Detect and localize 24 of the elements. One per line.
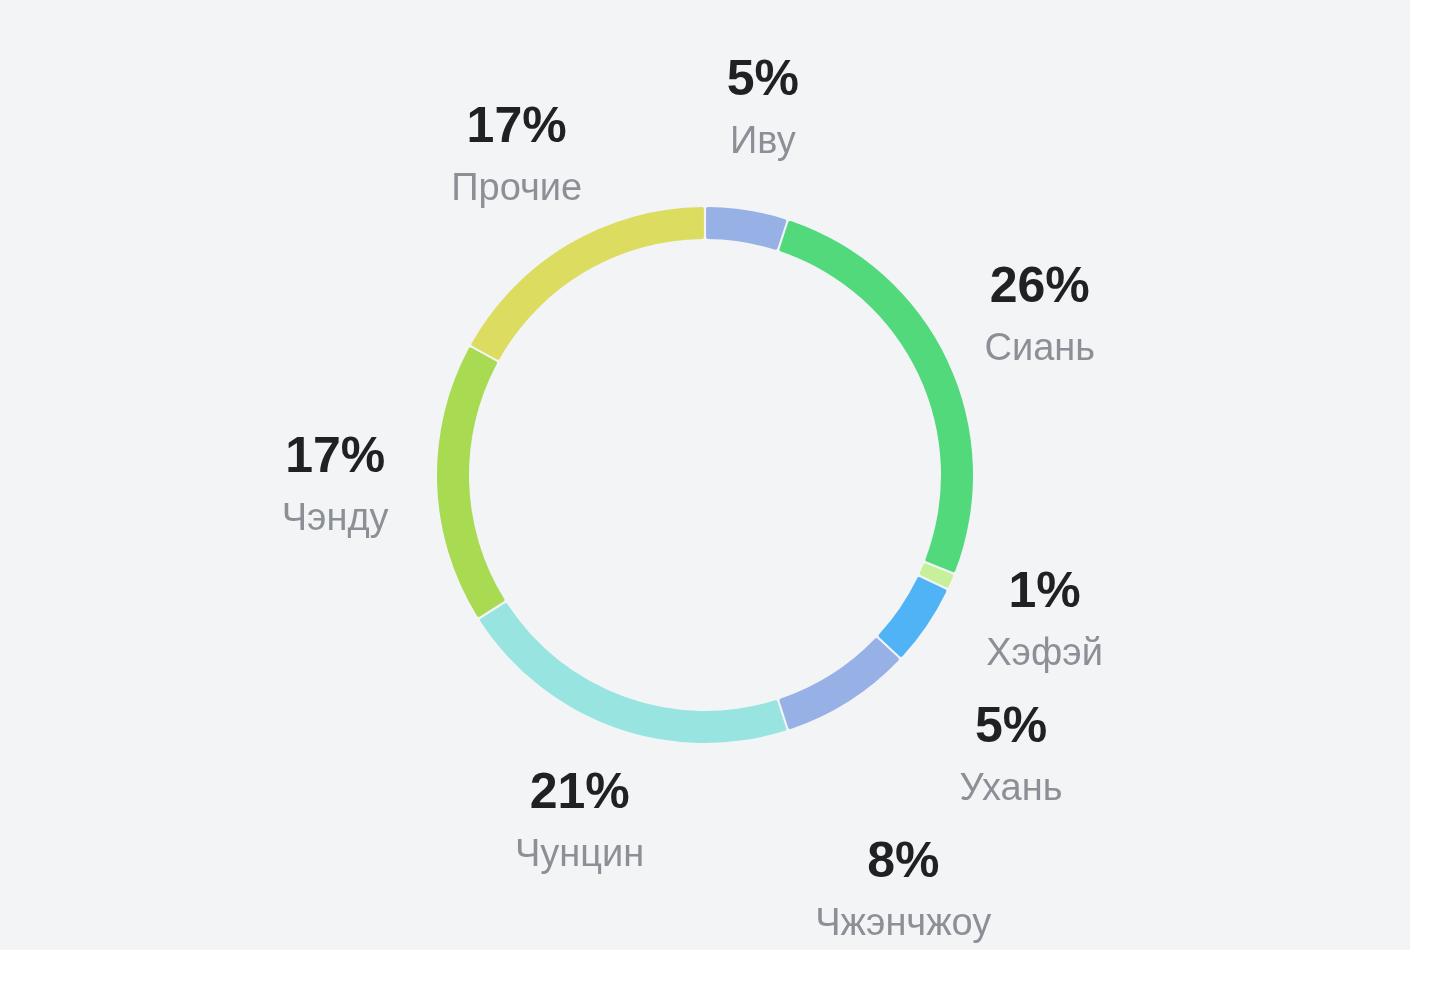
data-label: 17% <box>285 426 386 483</box>
slice-label: Чэнду <box>281 495 389 538</box>
donut-slice <box>878 577 947 657</box>
data-label: 17% <box>466 96 567 153</box>
donut-slice <box>706 207 787 250</box>
data-label: 26% <box>989 257 1090 314</box>
data-label: 8% <box>867 831 940 888</box>
slice-label: Чунцин <box>515 832 645 875</box>
slice-label: Ухань <box>959 765 1063 808</box>
data-label: 21% <box>529 763 630 820</box>
slice-label: Хэфэй <box>986 630 1103 673</box>
slice-label: Иву <box>730 118 796 161</box>
data-label: 5% <box>726 49 800 106</box>
donut-slice <box>919 563 954 588</box>
donut-slice <box>779 638 899 730</box>
slice-label: Прочие <box>451 165 583 208</box>
donut-slice <box>480 603 787 743</box>
data-label: 1% <box>1008 561 1081 618</box>
slice-label: Чжэнчжоу <box>815 900 992 943</box>
donut-slice <box>471 207 704 360</box>
data-label: 5% <box>974 696 1048 753</box>
donut-slice <box>437 347 505 617</box>
donut-slice <box>779 220 973 573</box>
slice-label: Сиань <box>984 326 1096 369</box>
